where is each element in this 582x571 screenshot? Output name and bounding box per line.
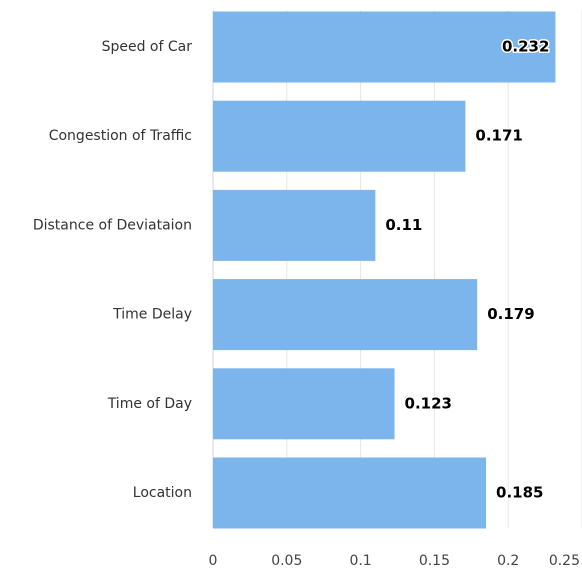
bar [213,368,395,440]
y-tick-label: Time of Day [107,396,192,412]
y-tick-label: Congestion of Traffic [49,128,192,144]
y-tick-label: Time Delay [112,307,192,323]
x-tick-label: 0.05 [271,553,302,569]
bar [213,279,478,351]
bar [213,100,466,172]
y-tick-label: Speed of Car [102,39,193,55]
bar [213,11,556,83]
bar [213,457,487,529]
x-tick-label: 0 [209,553,218,569]
x-tick-label: 0.2 [497,553,519,569]
data-label: 0.179 [487,305,534,323]
data-label: 0.123 [405,394,452,412]
x-tick-label: 0.1 [349,553,371,569]
x-tick-label: 0.15 [419,553,450,569]
data-label: 0.11 [385,216,422,234]
x-tick-label: 0.25 [549,553,580,569]
y-tick-label: Distance of Deviataion [33,217,192,233]
y-tick-label: Location [133,485,192,501]
data-label: 0.232 [502,38,549,56]
bar [213,189,376,261]
data-label: 0.185 [496,484,543,502]
data-label: 0.171 [475,127,522,145]
